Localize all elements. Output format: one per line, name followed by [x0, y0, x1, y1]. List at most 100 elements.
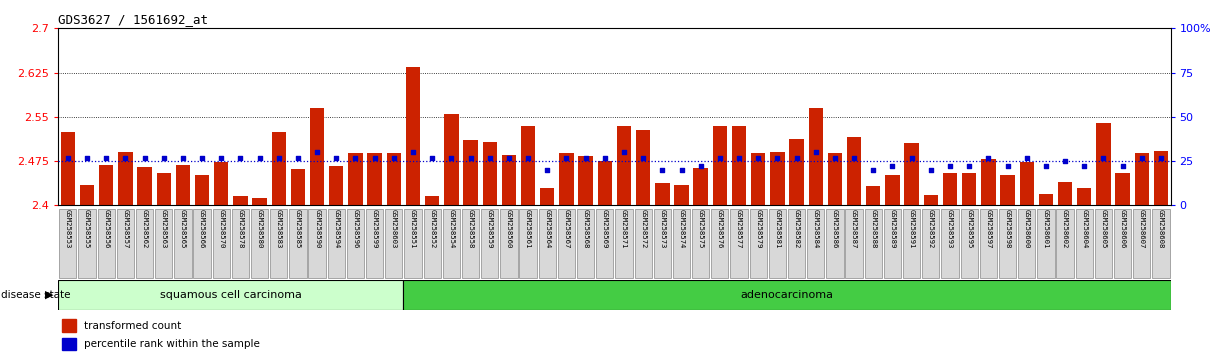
Bar: [540, 188, 554, 205]
FancyBboxPatch shape: [308, 209, 326, 278]
Text: GSM258571: GSM258571: [621, 209, 627, 249]
Point: [193, 155, 212, 160]
Bar: [483, 142, 497, 205]
Bar: [847, 137, 861, 205]
Text: GSM258553: GSM258553: [64, 209, 70, 249]
Text: GSM258577: GSM258577: [736, 209, 742, 249]
Point: [921, 167, 940, 173]
Bar: [809, 108, 822, 205]
Text: GSM258602: GSM258602: [1063, 209, 1069, 249]
FancyBboxPatch shape: [558, 209, 575, 278]
Text: GSM258586: GSM258586: [832, 209, 838, 249]
Bar: [636, 130, 650, 205]
Point: [461, 155, 480, 160]
FancyBboxPatch shape: [615, 209, 633, 278]
FancyBboxPatch shape: [462, 209, 479, 278]
Point: [385, 155, 404, 160]
Point: [173, 155, 193, 160]
FancyBboxPatch shape: [1076, 209, 1093, 278]
Text: squamous cell carcinoma: squamous cell carcinoma: [160, 290, 302, 300]
Text: GSM258587: GSM258587: [852, 209, 858, 249]
FancyBboxPatch shape: [865, 209, 882, 278]
Bar: [195, 175, 210, 205]
Point: [844, 155, 864, 160]
Text: GSM258575: GSM258575: [697, 209, 704, 249]
Text: GSM258579: GSM258579: [756, 209, 762, 249]
Bar: [233, 196, 247, 205]
FancyBboxPatch shape: [634, 209, 651, 278]
Point: [883, 164, 902, 169]
Bar: [1058, 182, 1072, 205]
Point: [115, 155, 135, 160]
Bar: [520, 126, 535, 205]
Point: [289, 155, 308, 160]
FancyBboxPatch shape: [539, 209, 556, 278]
Bar: [981, 159, 996, 205]
Bar: [272, 132, 286, 205]
Bar: [579, 156, 593, 205]
Point: [422, 155, 442, 160]
FancyBboxPatch shape: [1152, 209, 1169, 278]
Text: GSM258554: GSM258554: [449, 209, 455, 249]
Text: GSM258568: GSM258568: [582, 209, 588, 249]
FancyBboxPatch shape: [961, 209, 978, 278]
Text: GSM258572: GSM258572: [640, 209, 647, 249]
Bar: [1116, 173, 1129, 205]
Bar: [348, 153, 363, 205]
FancyBboxPatch shape: [980, 209, 997, 278]
FancyBboxPatch shape: [404, 280, 1171, 310]
Bar: [80, 185, 95, 205]
Point: [97, 155, 116, 160]
Text: GSM258564: GSM258564: [545, 209, 551, 249]
FancyBboxPatch shape: [136, 209, 153, 278]
FancyBboxPatch shape: [826, 209, 843, 278]
FancyBboxPatch shape: [711, 209, 729, 278]
Bar: [368, 153, 382, 205]
Point: [211, 155, 230, 160]
Point: [557, 155, 576, 160]
FancyBboxPatch shape: [1114, 209, 1132, 278]
FancyBboxPatch shape: [769, 209, 786, 278]
Point: [78, 155, 97, 160]
FancyBboxPatch shape: [750, 209, 767, 278]
FancyBboxPatch shape: [116, 209, 133, 278]
Point: [768, 155, 787, 160]
Text: GSM258595: GSM258595: [967, 209, 972, 249]
Bar: [598, 161, 613, 205]
Point: [480, 155, 500, 160]
FancyBboxPatch shape: [212, 209, 230, 278]
Point: [1075, 164, 1094, 169]
Point: [710, 155, 729, 160]
Text: GSM258591: GSM258591: [909, 209, 915, 249]
Bar: [62, 338, 76, 350]
Bar: [387, 153, 402, 205]
Point: [1094, 155, 1114, 160]
Point: [135, 155, 154, 160]
Text: GSM258597: GSM258597: [985, 209, 991, 249]
Bar: [1038, 194, 1053, 205]
Text: GSM258558: GSM258558: [467, 209, 473, 249]
Text: GSM258596: GSM258596: [353, 209, 359, 249]
Point: [825, 155, 844, 160]
Text: GDS3627 / 1561692_at: GDS3627 / 1561692_at: [58, 13, 209, 26]
Text: GSM258565: GSM258565: [180, 209, 186, 249]
FancyBboxPatch shape: [386, 209, 403, 278]
FancyBboxPatch shape: [693, 209, 710, 278]
Text: GSM258567: GSM258567: [564, 209, 569, 249]
Point: [1112, 164, 1132, 169]
Bar: [213, 162, 228, 205]
FancyBboxPatch shape: [423, 209, 440, 278]
FancyBboxPatch shape: [807, 209, 825, 278]
Bar: [731, 126, 746, 205]
Bar: [311, 108, 324, 205]
Bar: [176, 165, 190, 205]
FancyBboxPatch shape: [730, 209, 747, 278]
Text: GSM258583: GSM258583: [275, 209, 281, 249]
FancyBboxPatch shape: [845, 209, 862, 278]
Text: percentile rank within the sample: percentile rank within the sample: [84, 339, 260, 349]
Point: [959, 164, 979, 169]
Text: GSM258608: GSM258608: [1158, 209, 1164, 249]
Point: [250, 155, 269, 160]
Bar: [1019, 162, 1033, 205]
Text: GSM258573: GSM258573: [660, 209, 665, 249]
